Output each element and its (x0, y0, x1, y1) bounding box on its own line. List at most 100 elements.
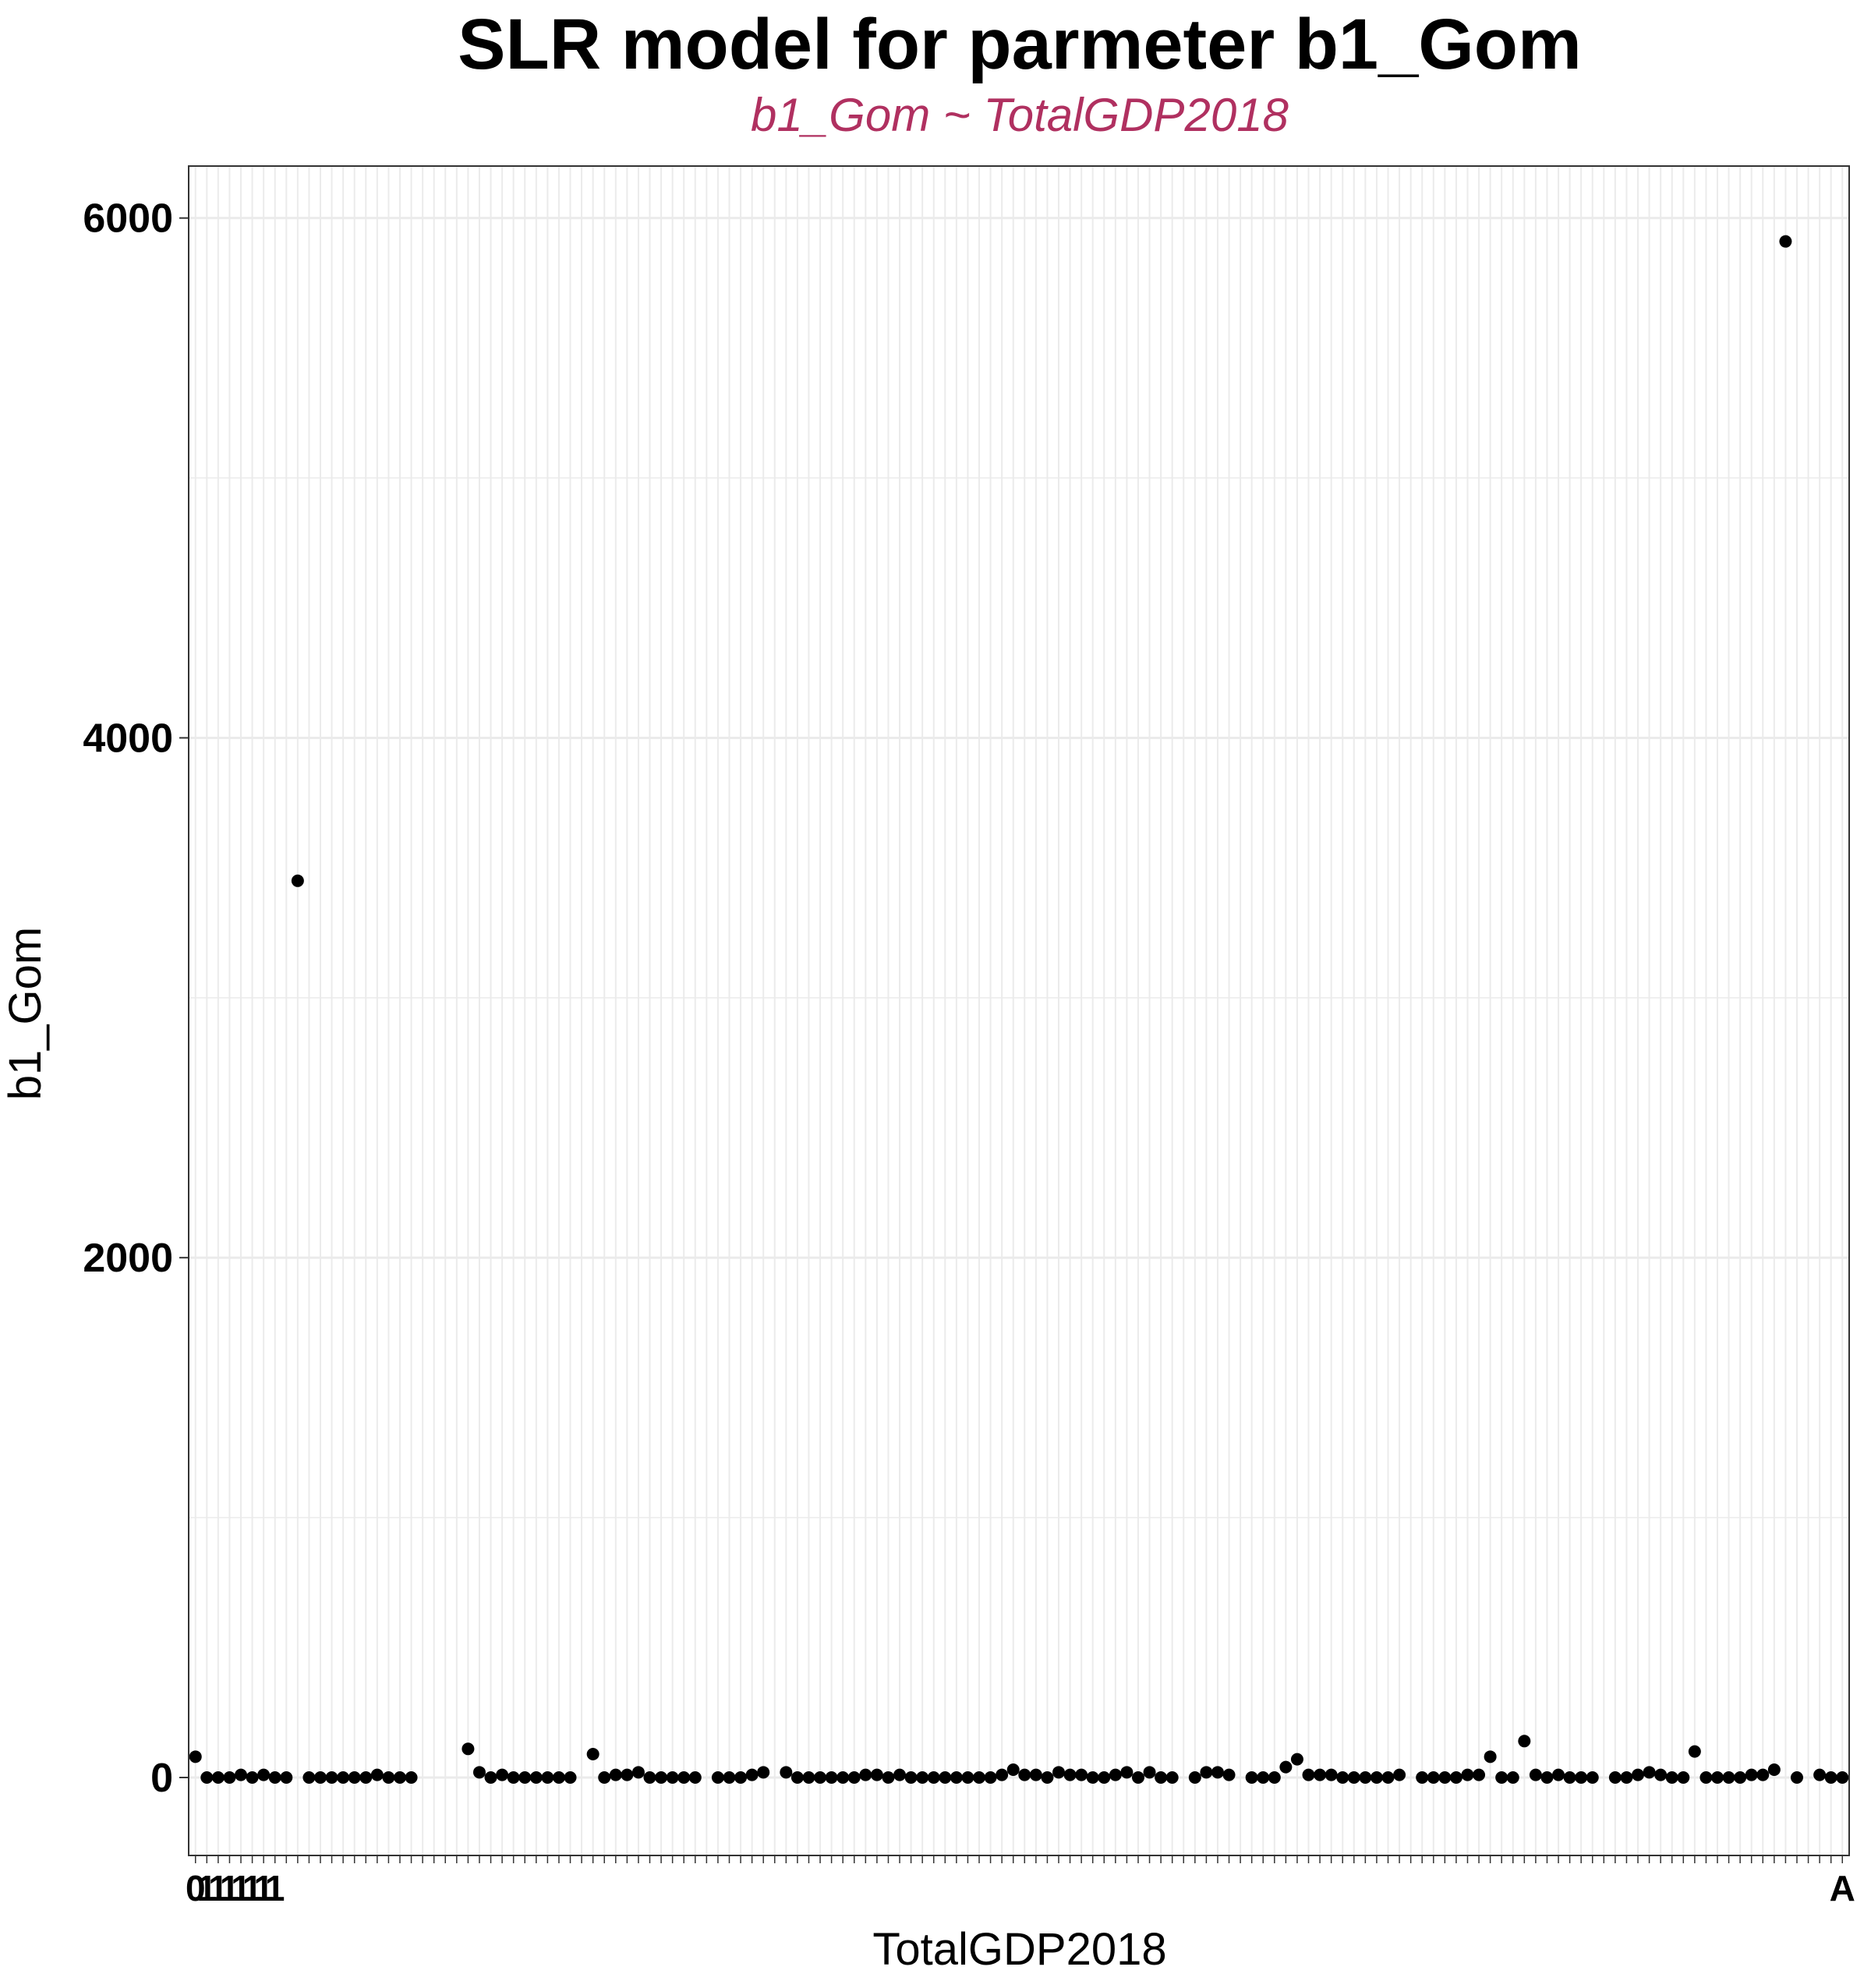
data-point (1495, 1770, 1508, 1784)
data-point (564, 1770, 577, 1784)
data-point (1461, 1768, 1474, 1781)
data-points (189, 235, 1849, 1784)
data-point (1529, 1768, 1542, 1781)
data-point (1155, 1770, 1168, 1784)
data-point (1131, 1770, 1144, 1784)
data-point (1279, 1760, 1293, 1774)
data-point (1836, 1770, 1849, 1784)
data-point (1790, 1770, 1803, 1784)
panel-border (188, 165, 1850, 1856)
data-point (790, 1770, 804, 1784)
data-point (961, 1770, 974, 1784)
data-point (1824, 1770, 1837, 1784)
data-point (1665, 1770, 1678, 1784)
data-point (1098, 1770, 1111, 1784)
data-point (1518, 1735, 1531, 1748)
data-point (598, 1770, 611, 1784)
data-point (927, 1770, 940, 1784)
data-point (1734, 1770, 1747, 1784)
plot-panel (188, 165, 1850, 1856)
data-point (1336, 1770, 1349, 1784)
data-point (325, 1770, 338, 1784)
data-point (1018, 1768, 1031, 1781)
data-point (1756, 1768, 1770, 1781)
data-point (348, 1770, 361, 1784)
data-point (1109, 1768, 1122, 1781)
data-point (1677, 1770, 1690, 1784)
y-axis-label: b1_Gom (0, 927, 51, 1100)
data-point (1745, 1768, 1758, 1781)
data-point (507, 1770, 520, 1784)
y-tick-label: 2000 (83, 1236, 173, 1281)
data-point (1006, 1763, 1020, 1776)
data-point (1063, 1768, 1077, 1781)
data-point (1188, 1770, 1201, 1784)
data-point (1200, 1766, 1213, 1779)
x-tick-label: A (1830, 1868, 1855, 1908)
data-point (291, 874, 304, 887)
data-point (973, 1770, 986, 1784)
data-point (893, 1768, 907, 1781)
data-point (1779, 235, 1792, 248)
data-point (405, 1770, 418, 1784)
data-point (1813, 1768, 1827, 1781)
data-point (393, 1770, 406, 1784)
data-point (643, 1770, 656, 1784)
data-point (609, 1768, 622, 1781)
data-point (1325, 1768, 1338, 1781)
data-point (757, 1766, 770, 1779)
data-point (1120, 1766, 1134, 1779)
data-point (462, 1742, 475, 1756)
data-point (666, 1770, 679, 1784)
data-point (847, 1770, 861, 1784)
data-point (1575, 1770, 1588, 1784)
data-point (1347, 1770, 1360, 1784)
y-tick-label: 6000 (83, 196, 173, 242)
data-point (1052, 1766, 1065, 1779)
x-tick-label: 1 (253, 1868, 274, 1908)
data-point (302, 1770, 316, 1784)
data-point (1506, 1770, 1519, 1784)
data-point (1473, 1768, 1486, 1781)
data-point (677, 1770, 691, 1784)
data-point (836, 1770, 850, 1784)
x-tick-label: 1 (220, 1868, 240, 1908)
data-point (1143, 1766, 1156, 1779)
data-point (382, 1770, 395, 1784)
data-point (825, 1770, 838, 1784)
data-point (223, 1770, 236, 1784)
data-point (711, 1770, 724, 1784)
data-point (1449, 1770, 1462, 1784)
grid-lines (189, 166, 1849, 1855)
data-point (1438, 1770, 1452, 1784)
data-point (939, 1770, 952, 1784)
data-point (337, 1770, 350, 1784)
data-point (1620, 1770, 1633, 1784)
data-point (1767, 1763, 1781, 1776)
data-point (1654, 1768, 1668, 1781)
data-point (1643, 1766, 1656, 1779)
data-point (541, 1770, 554, 1784)
data-point (235, 1768, 248, 1781)
data-point (529, 1770, 543, 1784)
data-point (257, 1768, 271, 1781)
data-point (496, 1768, 509, 1781)
data-point (1381, 1770, 1395, 1784)
data-point (1393, 1768, 1406, 1781)
panel-background (189, 166, 1849, 1855)
data-point (1710, 1770, 1724, 1784)
data-point (734, 1770, 748, 1784)
data-point (1302, 1768, 1315, 1781)
data-point (1268, 1770, 1281, 1784)
data-point (268, 1770, 281, 1784)
data-point (688, 1770, 702, 1784)
data-point (1165, 1770, 1179, 1784)
data-point (950, 1770, 963, 1784)
data-point (200, 1770, 214, 1784)
y-tick-label: 0 (150, 1756, 173, 1801)
data-point (621, 1768, 634, 1781)
data-point (859, 1768, 872, 1781)
data-point (1257, 1770, 1270, 1784)
data-point (1370, 1770, 1383, 1784)
